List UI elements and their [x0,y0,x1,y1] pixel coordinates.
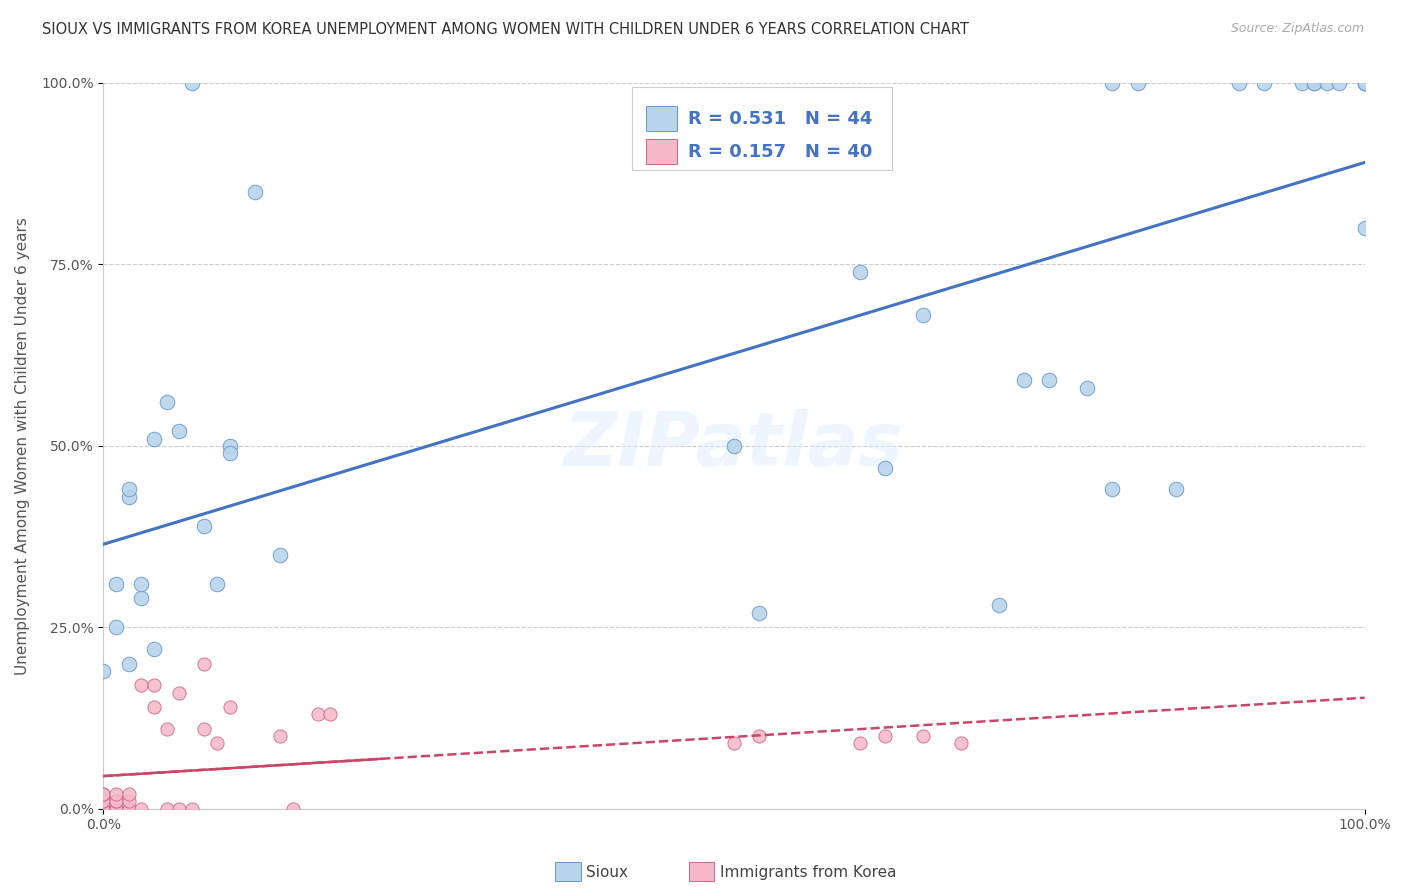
Point [180,802,202,816]
Point [93,664,115,678]
Point [912,729,935,743]
Point [118,483,141,497]
Point [193,657,215,671]
Point [319,707,342,722]
Point [723,439,745,453]
Point [142,432,165,446]
Point [105,576,128,591]
Point [118,794,141,808]
Point [912,308,935,322]
Point [129,591,152,606]
Point [269,729,291,743]
Point [1164,483,1187,497]
Text: R = 0.531   N = 44: R = 0.531 N = 44 [689,110,873,128]
Point [167,685,190,699]
Point [118,802,141,816]
Point [180,76,202,90]
Text: ZIPatlas: ZIPatlas [564,409,904,483]
Point [142,678,165,692]
Point [1126,76,1149,90]
Point [118,802,141,816]
Point [93,787,115,801]
Point [723,736,745,750]
Point [218,700,240,714]
Point [1101,483,1123,497]
Text: SIOUX VS IMMIGRANTS FROM KOREA UNEMPLOYMENT AMONG WOMEN WITH CHILDREN UNDER 6 YE: SIOUX VS IMMIGRANTS FROM KOREA UNEMPLOYM… [42,22,969,37]
Point [307,707,329,722]
Point [748,729,770,743]
Point [748,606,770,620]
Point [987,599,1010,613]
Point [1354,76,1376,90]
Point [155,802,177,816]
Point [93,802,115,816]
Text: Source: ZipAtlas.com: Source: ZipAtlas.com [1230,22,1364,36]
Point [950,736,973,750]
Point [1303,76,1326,90]
Point [167,802,190,816]
Point [243,185,266,199]
Text: Sioux: Sioux [586,865,628,880]
Point [205,736,228,750]
Point [193,518,215,533]
Point [205,576,228,591]
Point [875,729,897,743]
Point [1354,76,1376,90]
Point [1227,76,1250,90]
Point [218,439,240,453]
Point [105,620,128,634]
Point [105,787,128,801]
Text: Immigrants from Korea: Immigrants from Korea [720,865,897,880]
Point [129,678,152,692]
Point [269,548,291,562]
Point [93,802,115,816]
Point [1101,76,1123,90]
Point [93,787,115,801]
Point [129,576,152,591]
Point [155,722,177,736]
Point [849,736,872,750]
Point [105,802,128,816]
Point [1316,76,1339,90]
Point [167,425,190,439]
Point [155,395,177,409]
Point [1012,374,1035,388]
Point [105,802,128,816]
Point [281,802,304,816]
Point [93,794,115,808]
Point [142,700,165,714]
Point [1291,76,1313,90]
Point [118,657,141,671]
Point [1329,76,1351,90]
Point [1253,76,1275,90]
Point [218,446,240,460]
Point [93,794,115,808]
Point [1354,221,1376,235]
Point [105,794,128,808]
Point [142,642,165,657]
Point [1303,76,1326,90]
Point [93,802,115,816]
Text: R = 0.157   N = 40: R = 0.157 N = 40 [689,143,873,161]
Point [1354,76,1376,90]
Point [1354,76,1376,90]
Point [118,787,141,801]
Point [118,490,141,504]
Point [849,265,872,279]
Point [105,794,128,808]
Point [1038,374,1060,388]
Point [93,802,115,816]
Point [1076,381,1098,395]
Point [193,722,215,736]
Point [129,802,152,816]
Point [875,460,897,475]
Y-axis label: Unemployment Among Women with Children Under 6 years: Unemployment Among Women with Children U… [15,217,30,674]
